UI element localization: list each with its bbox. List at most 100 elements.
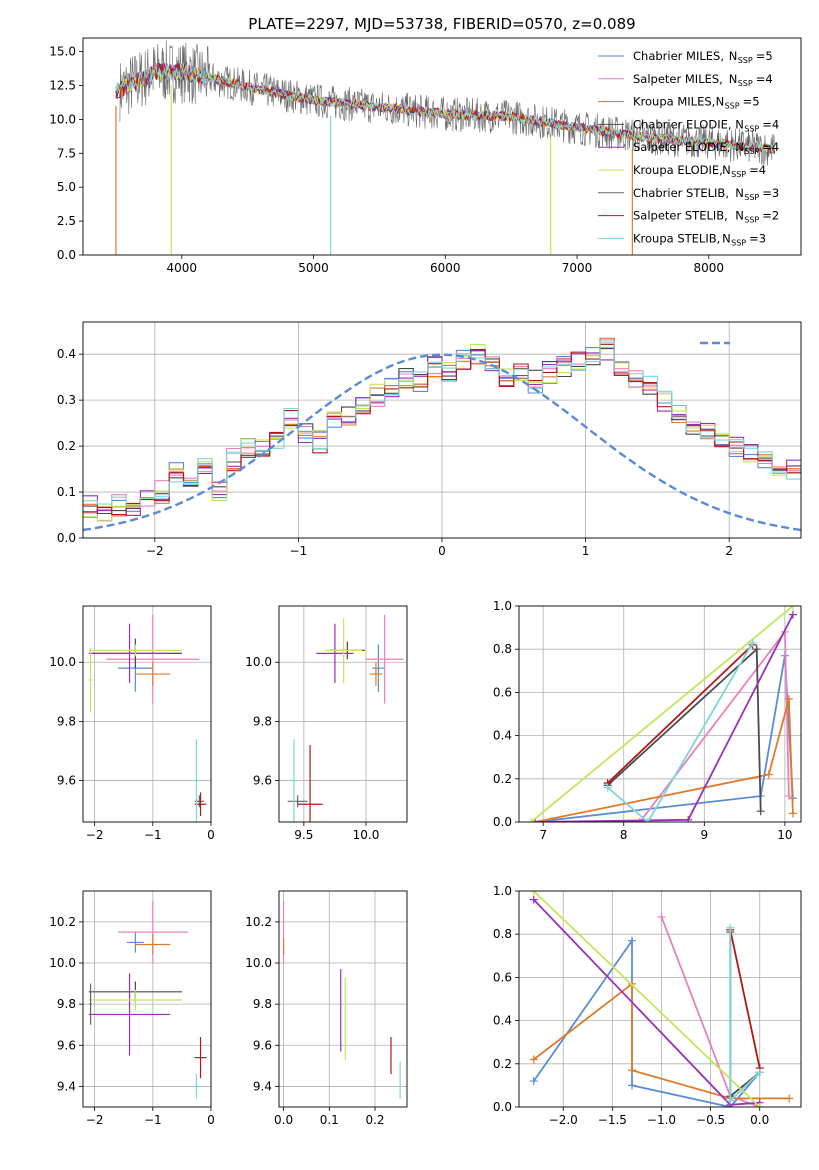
spectrum-line [115,62,776,154]
x-tick-label: 0.0 [750,1113,769,1127]
mass-weight-marker [784,694,793,703]
x-tick-label: 0 [207,828,215,842]
legend-n-label: N [722,163,731,177]
normal-curve [83,353,801,532]
y-tick-label: 10.0 [49,655,76,669]
y-tick-label: 9.6 [253,774,272,788]
y-tick-label: 10.2 [245,915,272,929]
mass-weight-vs-age-chart: 7 8 9 10 0.0 0.2 0.4 0.6 0.8 1.0 [493,599,802,842]
x-tick-label: −2 [86,828,104,842]
mass-weight-marker [603,783,612,792]
x-tick-label: 10.0 [353,828,380,842]
y-tick-label: 9.6 [57,1038,76,1052]
y-tick-label: 5.0 [57,180,76,194]
legend-nssp-value: =4 [756,72,773,86]
y-tick-label: 9.8 [57,997,76,1011]
legend-n-label: N [735,209,744,223]
mass-weight-marker [627,1081,636,1090]
y-tick-label: 0.2 [493,1057,512,1071]
legend-n-label: N [735,140,744,154]
legend-label: Kroupa STELIB, [633,231,720,245]
y-tick-label: 0.1 [57,485,76,499]
axes-frame [82,321,802,539]
age-vs-metallicity-chart: −2 −1 0 9.6 9.8 10.0 [49,605,215,842]
legend-ssp-subscript: SSP [731,170,746,179]
y-tick-label: 10.2 [49,915,76,929]
axes-frame [278,605,408,823]
mass-weight-line [729,929,761,1069]
plot-area [88,614,207,822]
y-tick-label: 10.0 [245,655,272,669]
legend-nssp-value: =4 [762,140,779,154]
legend-ssp-subscript: SSP [744,216,759,225]
residuals-chart: −2 −1 0 1 2 0.0 0.1 0.2 0.3 0.4 [57,321,802,558]
y-tick-label: 10.0 [49,112,76,126]
x-tick-label: 0 [207,1113,215,1127]
axes-frame [278,890,408,1108]
legend-n-label: N [716,95,725,109]
plot-area [282,901,401,1099]
x-tick-label: −0.5 [696,1113,725,1127]
legend-ssp-subscript: SSP [744,147,759,156]
axes-frame [518,605,802,823]
y-tick-label: 0.0 [57,248,76,262]
spectrum-chart: 4000 5000 6000 7000 8000 0.0 2.5 5.0 7.5 10.0 12.5… [49,37,802,275]
x-tick-label: −1.5 [598,1113,627,1127]
mass-weight-marker [657,912,666,921]
x-tick-label: 8 [620,828,628,842]
y-tick-label: 0.8 [493,642,512,656]
mass-weight-marker [755,1103,764,1107]
y-tick-label: 12.5 [49,78,76,92]
mass-weight-marker [684,815,693,822]
x-tick-label: 5000 [298,261,329,275]
legend-ssp-subscript: SSP [738,79,753,88]
mass-weight-marker [726,923,735,932]
x-tick-label: 0 [438,544,446,558]
mass-weight-marker [627,1066,636,1075]
mass-weight-marker [788,610,797,619]
age-vs-mass-chart: 9.5 10.0 9.6 9.8 10.0 [245,605,408,842]
y-tick-label: 0.2 [57,439,76,453]
y-tick-label: 9.4 [253,1079,272,1093]
mass-weight-line [534,655,794,822]
legend-nssp-value: =3 [762,186,779,200]
legend-label: Kroupa ELODIE, [633,163,723,177]
axes-frame [82,605,212,823]
axes-frame [518,890,802,1108]
legend-n-label: N [722,231,731,245]
plot-area [115,40,776,255]
x-tick-label: 10 [777,828,792,842]
mass-weight-line [607,642,754,822]
legend-label: Chabrier STELIB, [633,186,729,200]
legend-ssp-subscript: SSP [731,238,746,247]
plot-area [88,901,207,1099]
legend-label: Salpeter ELODIE, [633,140,730,154]
y-tick-label: 9.8 [253,997,272,1011]
legend-n-label: N [729,72,738,86]
x-tick-label: −2 [86,1113,104,1127]
x-tick-label: −1 [144,1113,162,1127]
x-tick-label: −1.0 [647,1113,676,1127]
mass-weight-marker [788,809,797,818]
x-tick-label: 4000 [167,261,198,275]
y-tick-label: 9.6 [253,1038,272,1052]
x-tick-label: 0.1 [320,1113,339,1127]
mass-weight-marker [755,1068,764,1077]
y-tick-label: 0.4 [493,729,512,743]
mass-weight-line [530,606,794,822]
y-tick-label: 9.4 [57,1079,76,1093]
mass-weight-line [534,698,794,822]
x-tick-label: 0.2 [365,1113,384,1127]
mass-weight-marker [635,818,644,822]
plot-area [527,606,797,822]
x-tick-label: 9 [700,828,708,842]
x-tick-label: −2.0 [549,1113,578,1127]
mass-weight-line [639,629,790,822]
y-tick-label: 9.8 [253,714,272,728]
legend-ssp-subscript: SSP [738,56,753,65]
legend-label: Chabrier MILES, [633,49,724,63]
legend-nssp-value: =5 [756,49,773,63]
legend-ssp-subscript: SSP [744,193,759,202]
legend-n-label: N [735,186,744,200]
